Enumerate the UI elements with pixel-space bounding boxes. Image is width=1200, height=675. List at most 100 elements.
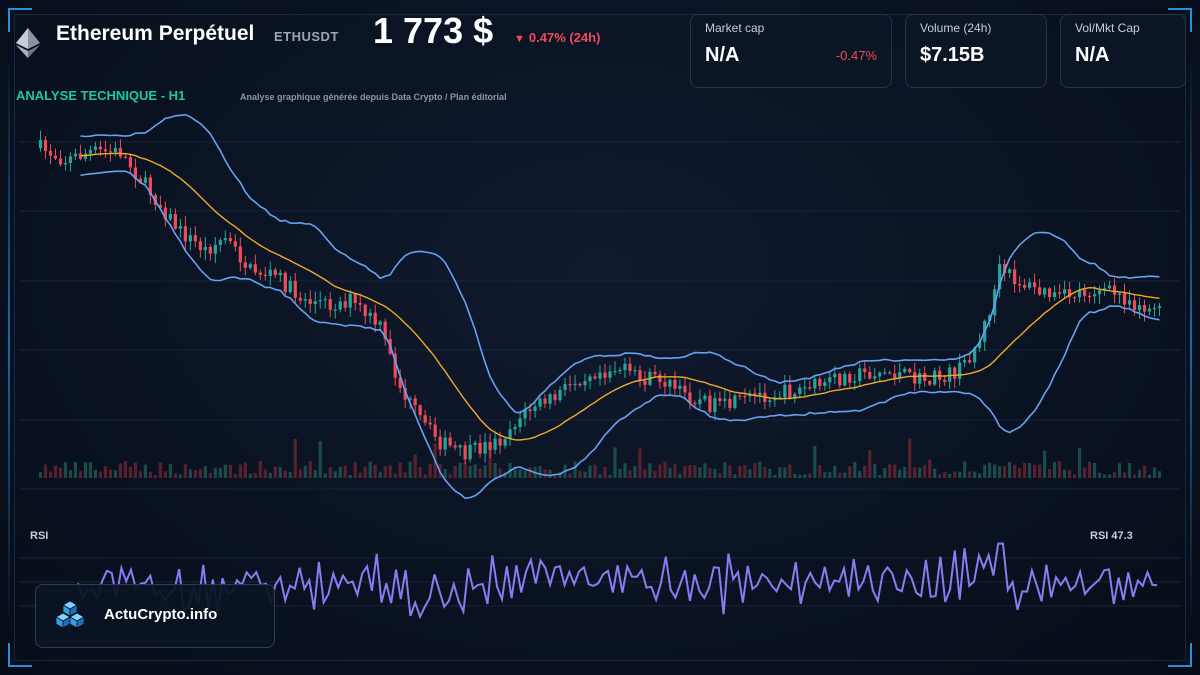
candle-body xyxy=(833,373,837,378)
candle-body xyxy=(238,246,242,263)
moving-average-line xyxy=(80,152,1160,441)
symbol-label: ETHUSDT xyxy=(274,29,339,44)
candle-body xyxy=(268,269,272,276)
brand-badge[interactable]: ActuCrypto.info xyxy=(35,584,275,648)
volume-bar xyxy=(843,472,847,478)
candle-body xyxy=(443,437,447,450)
volume-bar xyxy=(863,465,867,478)
volume-bar xyxy=(893,464,897,478)
candle-body xyxy=(88,149,93,154)
volume-bar xyxy=(368,461,372,478)
candle-body xyxy=(298,297,302,301)
candle-body xyxy=(598,372,602,379)
volume-bar xyxy=(1023,462,1027,478)
candle-body xyxy=(393,353,397,378)
outer-frame xyxy=(14,14,1186,661)
volume-bar xyxy=(163,471,167,478)
volume-bars xyxy=(38,438,1162,478)
candle-body xyxy=(448,437,452,446)
candle-body xyxy=(113,148,118,153)
volume-bar xyxy=(223,464,227,478)
candle-body xyxy=(418,405,422,416)
candle-body xyxy=(468,444,472,460)
candle-body xyxy=(1018,284,1022,286)
volume-bar xyxy=(748,469,752,478)
volume-bar xyxy=(728,465,732,478)
candle-body xyxy=(343,301,347,308)
volume-bar xyxy=(323,473,327,478)
candle-body xyxy=(1157,306,1162,308)
volume-bar xyxy=(68,470,73,478)
candle-body xyxy=(708,395,712,412)
candle-body xyxy=(198,241,202,251)
candle-body xyxy=(458,445,462,448)
candle-body xyxy=(933,370,937,385)
candle-body xyxy=(63,163,68,165)
candle-body xyxy=(873,376,877,379)
candle-body xyxy=(703,395,707,400)
volume-bar xyxy=(693,465,697,478)
volume-bar xyxy=(603,467,607,478)
volume-bar xyxy=(353,462,357,478)
volume-bar xyxy=(1152,467,1157,478)
candle-body xyxy=(1112,285,1117,295)
candle-body xyxy=(38,140,43,148)
candle-body xyxy=(263,274,267,276)
price-change-value: 0.47% (24h) xyxy=(528,30,601,45)
volume-bar xyxy=(423,474,427,478)
volume-bar xyxy=(38,472,43,478)
candle-body xyxy=(348,293,352,308)
volume-bar xyxy=(918,467,922,478)
candle-body xyxy=(1127,300,1132,305)
volume-bar xyxy=(678,473,682,478)
volume-bar xyxy=(88,462,93,478)
volume-bar xyxy=(313,469,317,478)
candle-body xyxy=(613,371,617,373)
volume-bar xyxy=(193,470,197,478)
candle-body xyxy=(638,370,642,381)
candle-body xyxy=(463,445,467,460)
volume-bar xyxy=(1157,471,1162,478)
candle-body xyxy=(883,372,887,374)
volume-bar xyxy=(383,466,387,478)
candle-body xyxy=(433,424,437,437)
volume-bar xyxy=(1067,470,1072,478)
volume-bar xyxy=(883,468,887,478)
volume-bar xyxy=(43,464,48,478)
candle-body xyxy=(223,238,227,241)
volume-bar xyxy=(1018,467,1022,478)
volume-bar xyxy=(968,471,972,478)
arrow-down-icon: ▼ xyxy=(514,33,525,45)
volume-bar xyxy=(1038,464,1042,478)
volume-bar xyxy=(838,472,842,478)
candle-body xyxy=(313,301,317,304)
section-title: ANALYSE TECHNIQUE - H1 xyxy=(16,88,186,103)
candle-body xyxy=(838,373,842,386)
candle-body xyxy=(818,378,822,386)
candle-body xyxy=(868,371,872,379)
volume-bar xyxy=(1003,465,1007,478)
volume-bar xyxy=(963,461,967,478)
volume-bar xyxy=(548,469,552,478)
volume-bar xyxy=(93,469,98,478)
volume-bar xyxy=(518,469,522,478)
candle-body xyxy=(633,370,637,372)
volume-bar xyxy=(1028,463,1032,478)
volume-bar xyxy=(473,464,477,478)
candle-body xyxy=(953,367,957,379)
candle-body xyxy=(568,384,572,386)
volume-bar xyxy=(978,473,982,478)
volume-bar xyxy=(118,463,123,478)
candle-body xyxy=(498,438,502,446)
candle-body xyxy=(553,394,557,401)
volume-card: Volume (24h) $7.15B xyxy=(905,14,1047,88)
volume-bar xyxy=(1092,462,1097,478)
volume-bar xyxy=(818,465,822,478)
volume-bar xyxy=(78,471,83,478)
volume-bar xyxy=(128,466,133,478)
volume-bar xyxy=(703,463,707,478)
candle-body xyxy=(973,348,977,363)
volume-bar xyxy=(158,462,162,478)
candle-body xyxy=(1038,287,1042,295)
volume-bar xyxy=(808,473,812,478)
